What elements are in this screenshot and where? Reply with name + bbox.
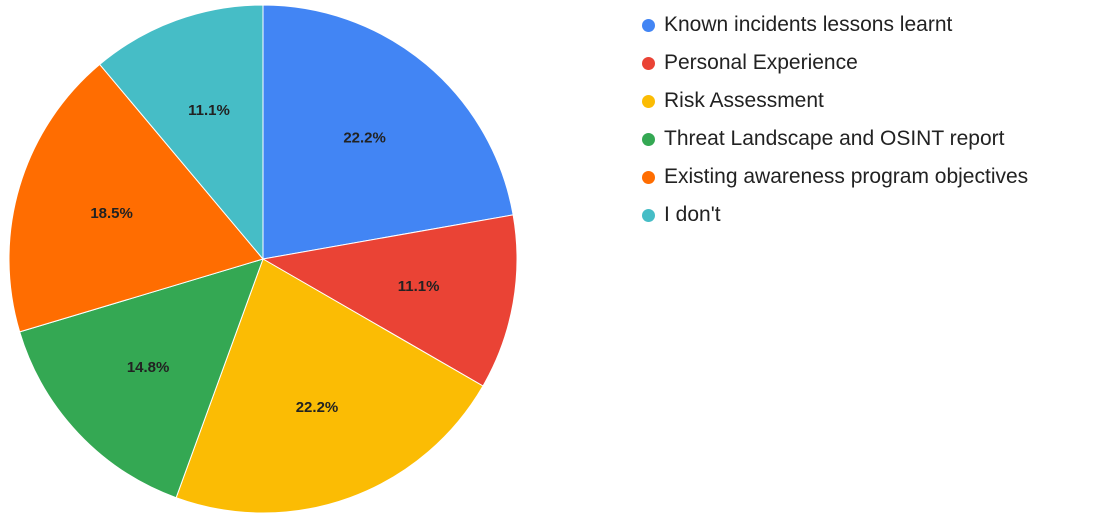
legend-label: Risk Assessment [664,89,824,112]
legend-item-5: Existing awareness program objectives [642,158,1028,196]
legend-swatch-icon [642,132,655,146]
legend-label: I don't [664,203,721,226]
pie-slice-3 [175,258,484,513]
pie-slice-1 [262,4,514,260]
pie-slice-5 [8,63,264,333]
legend-swatch-icon [642,208,655,222]
legend-swatch-icon [642,94,655,108]
legend-item-6: I don't [642,196,1028,234]
legend-swatch-icon [642,18,655,32]
legend-item-1: Known incidents lessons learnt [642,6,1028,44]
legend-item-3: Risk Assessment [642,82,1028,120]
legend: Known incidents lessons learnt Personal E… [642,6,1028,234]
legend-swatch-icon [642,170,655,184]
legend-label: Existing awareness program objectives [664,165,1029,188]
legend-item-2: Personal Experience [642,44,1028,82]
legend-label: Threat Landscape and OSINT report [664,127,1005,150]
pie-plot-area: 22.2% 11.1% 22.2% 14.8% 18.5% 11.1% [8,4,518,513]
legend-label: Personal Experience [664,51,858,74]
slice-data-label-4: 14.8% [127,359,170,376]
slice-data-label-5: 18.5% [90,205,133,222]
pie-slice-6 [99,4,264,261]
pie-slice-4 [19,258,264,499]
legend-swatch-icon [642,56,655,70]
legend-label: Known incidents lessons learnt [664,13,953,36]
slice-data-label-2: 11.1% [398,278,440,295]
pie-slice-2 [261,214,518,387]
legend-item-4: Threat Landscape and OSINT report [642,120,1028,158]
slice-data-label-6: 11.1% [188,102,230,119]
slice-data-label-1: 22.2% [343,130,386,147]
slice-data-label-3: 22.2% [296,399,339,416]
